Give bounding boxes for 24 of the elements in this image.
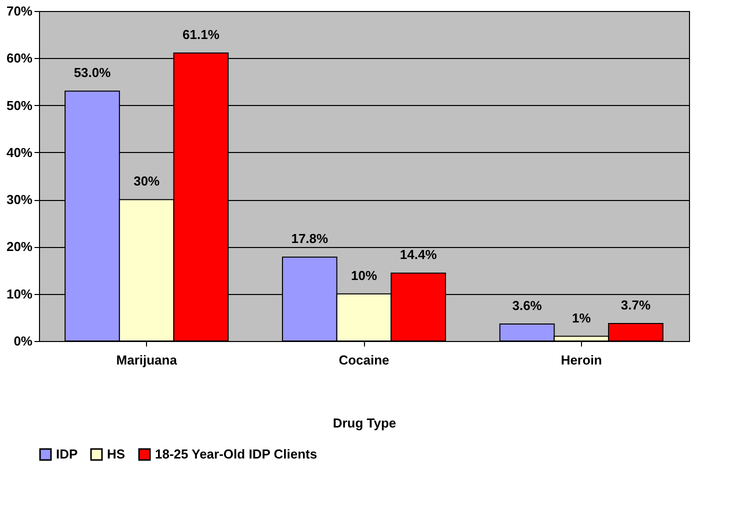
x-tick-label: Heroin — [560, 352, 602, 368]
y-tick-label: 70% — [6, 4, 33, 18]
data-label: 3.7% — [620, 298, 651, 313]
x-axis-title: Drug Type — [332, 416, 396, 430]
y-tick-label: 60% — [6, 50, 33, 66]
data-label: 61.1% — [182, 26, 220, 42]
y-tick-label: 0% — [14, 334, 33, 348]
legend-label: IDP — [56, 446, 78, 462]
data-label: 14.4% — [400, 247, 438, 262]
x-tick-label: Marijuana — [116, 352, 178, 368]
y-tick-label: 50% — [6, 98, 33, 113]
x-tick-label: Cocaine — [338, 352, 390, 368]
y-tick-label: 30% — [6, 192, 33, 208]
data-label: 30% — [134, 174, 160, 189]
y-tick-label: 40% — [6, 144, 33, 160]
y-tick-label: 20% — [6, 239, 33, 254]
data-label: 53.0% — [74, 65, 112, 80]
y-tick-label: 10% — [6, 286, 33, 302]
legend-label: 18-25 Year-Old IDP Clients — [155, 446, 318, 462]
data-label: 3.6% — [512, 298, 542, 314]
data-label: 17.8% — [291, 231, 329, 246]
data-label: 1% — [572, 310, 592, 326]
data-label: 10% — [350, 268, 378, 283]
legend-label: HS — [107, 446, 126, 462]
